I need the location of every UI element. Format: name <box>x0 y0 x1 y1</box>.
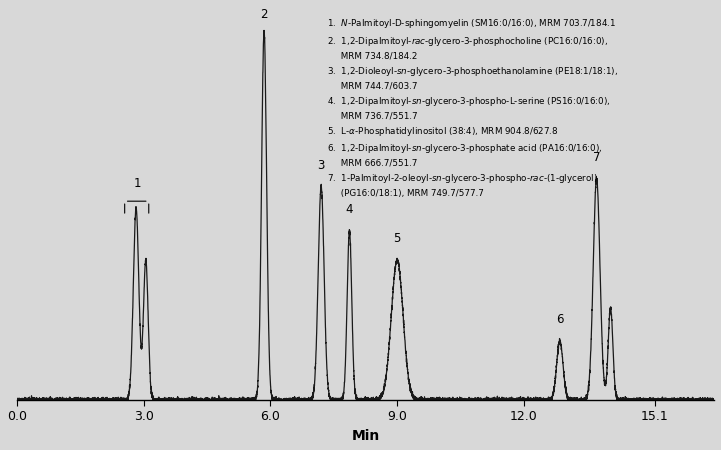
Text: 6: 6 <box>556 313 564 326</box>
Text: 3: 3 <box>317 159 325 172</box>
Text: 4: 4 <box>345 203 353 216</box>
Text: 2: 2 <box>260 8 268 21</box>
X-axis label: Min: Min <box>351 429 380 443</box>
Text: 1: 1 <box>133 177 141 190</box>
Text: 7: 7 <box>593 151 601 164</box>
Text: 1.  $N$-Palmitoyl-$\mathsf{D}$-sphingomyelin (SM16:0/16:0), MRM 703.7/184.1
2.  : 1. $N$-Palmitoyl-$\mathsf{D}$-sphingomye… <box>327 17 619 198</box>
Text: 5: 5 <box>394 232 401 245</box>
